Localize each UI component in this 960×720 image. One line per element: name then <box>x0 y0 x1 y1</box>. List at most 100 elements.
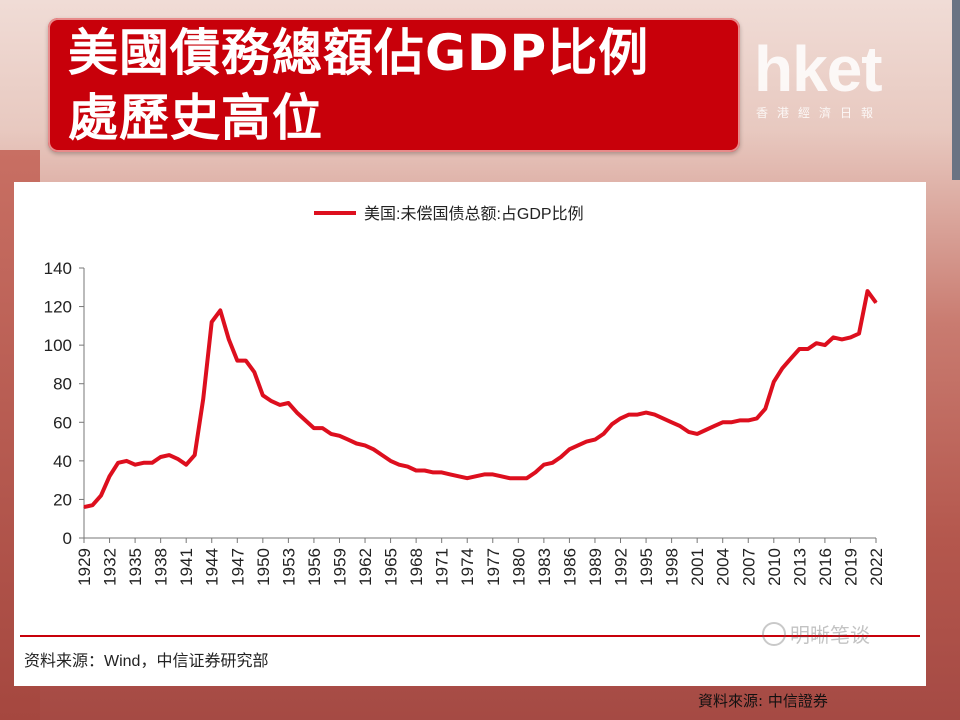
data-point <box>390 460 392 462</box>
y-tick-label: 120 <box>44 298 72 317</box>
data-point <box>654 414 656 416</box>
data-point <box>117 462 119 464</box>
edge-bar <box>952 0 960 180</box>
title-line-2: 處歷史高位 <box>68 89 323 147</box>
series-layer <box>83 289 878 510</box>
logo-subtitle: 香港經濟日報 <box>756 106 883 120</box>
data-point <box>441 471 443 473</box>
page-source: 資料來源: 中信證券 <box>698 692 828 710</box>
x-tick-label: 1950 <box>254 548 273 586</box>
x-tick-label: 1986 <box>560 548 579 586</box>
legend: 美国:未偿国债总额:占GDP比例 <box>314 205 584 223</box>
data-point <box>424 469 426 472</box>
data-point <box>151 462 153 464</box>
data-point <box>696 433 698 435</box>
y-axis: 0 20 40 60 80 100 120 140 <box>44 259 85 548</box>
data-point <box>475 475 477 477</box>
x-tick-label: 1959 <box>330 548 349 586</box>
data-point <box>832 336 835 338</box>
data-point <box>338 435 341 437</box>
data-point <box>372 448 375 450</box>
data-point <box>875 302 877 304</box>
data-point <box>185 464 187 466</box>
data-point <box>500 475 502 477</box>
x-tick-label: 1995 <box>637 548 656 586</box>
data-point <box>398 464 400 466</box>
x-tick-label: 1977 <box>484 548 503 586</box>
x-tick-label: 1971 <box>433 548 452 586</box>
data-point <box>407 466 409 468</box>
x-tick-label: 2007 <box>739 548 758 586</box>
data-point <box>466 477 468 479</box>
x-tick-label: 1965 <box>382 548 401 586</box>
data-point <box>619 417 622 419</box>
x-tick-label: 1953 <box>279 548 298 586</box>
data-point <box>594 439 596 441</box>
data-point <box>526 477 528 479</box>
title-line-1: 美國債務總額佔GDP比例 <box>68 24 650 82</box>
data-point <box>781 367 783 369</box>
data-point <box>790 358 792 360</box>
data-point <box>807 348 809 350</box>
data-point <box>688 431 690 433</box>
x-tick-label: 2019 <box>841 548 860 586</box>
watermark: 明晰笔谈 <box>762 622 870 647</box>
data-point <box>824 344 826 346</box>
data-point <box>279 404 281 406</box>
data-point <box>245 360 247 362</box>
data-point <box>679 425 681 427</box>
title-banner <box>48 18 740 152</box>
data-point <box>628 414 630 416</box>
data-point <box>509 477 511 479</box>
data-point <box>713 425 715 427</box>
data-point <box>304 419 306 421</box>
y-tick-label: 20 <box>53 490 72 509</box>
data-point <box>866 290 869 292</box>
series-line <box>83 289 878 510</box>
data-point <box>858 333 860 335</box>
data-point <box>194 454 196 456</box>
data-point <box>313 427 315 429</box>
data-point <box>798 348 801 350</box>
data-point <box>168 454 170 456</box>
data-point <box>100 495 102 497</box>
x-tick-label: 1956 <box>305 548 324 586</box>
x-tick-label: 1941 <box>177 548 196 586</box>
data-point <box>83 506 85 508</box>
data-point <box>815 342 818 344</box>
data-point <box>134 464 136 466</box>
x-tick-label: 1944 <box>203 548 222 586</box>
x-tick-label: 2010 <box>765 548 784 586</box>
x-tick-label: 2016 <box>816 548 835 586</box>
data-point <box>296 412 298 414</box>
y-tick-label: 60 <box>53 413 72 432</box>
data-point <box>177 458 179 460</box>
data-point <box>449 473 451 475</box>
x-axis: 1929 1932 1935 1938 1941 1944 1947 1950 1953 1956… <box>75 537 886 586</box>
data-point <box>270 400 272 402</box>
data-point <box>551 462 554 464</box>
x-tick-label: 1980 <box>509 548 528 586</box>
x-tick-label: 2001 <box>688 548 707 586</box>
y-tick-label: 0 <box>63 529 72 548</box>
data-point <box>636 414 639 416</box>
x-tick-label: 1929 <box>75 548 94 586</box>
data-point <box>849 336 852 338</box>
y-tick-label: 40 <box>53 452 72 471</box>
data-point <box>602 433 605 435</box>
x-tick-label: 1992 <box>612 548 631 586</box>
data-point <box>773 381 775 383</box>
data-point <box>381 454 383 456</box>
data-point <box>355 442 358 445</box>
data-point <box>126 460 128 462</box>
data-point <box>747 419 749 421</box>
x-tick-label: 1989 <box>586 548 605 586</box>
data-point <box>91 504 94 506</box>
x-tick-label: 1938 <box>152 548 171 586</box>
data-point <box>108 475 111 477</box>
data-point <box>764 408 766 410</box>
data-point <box>347 439 349 441</box>
data-point <box>415 469 417 472</box>
data-point <box>705 429 707 431</box>
data-point <box>330 433 332 435</box>
